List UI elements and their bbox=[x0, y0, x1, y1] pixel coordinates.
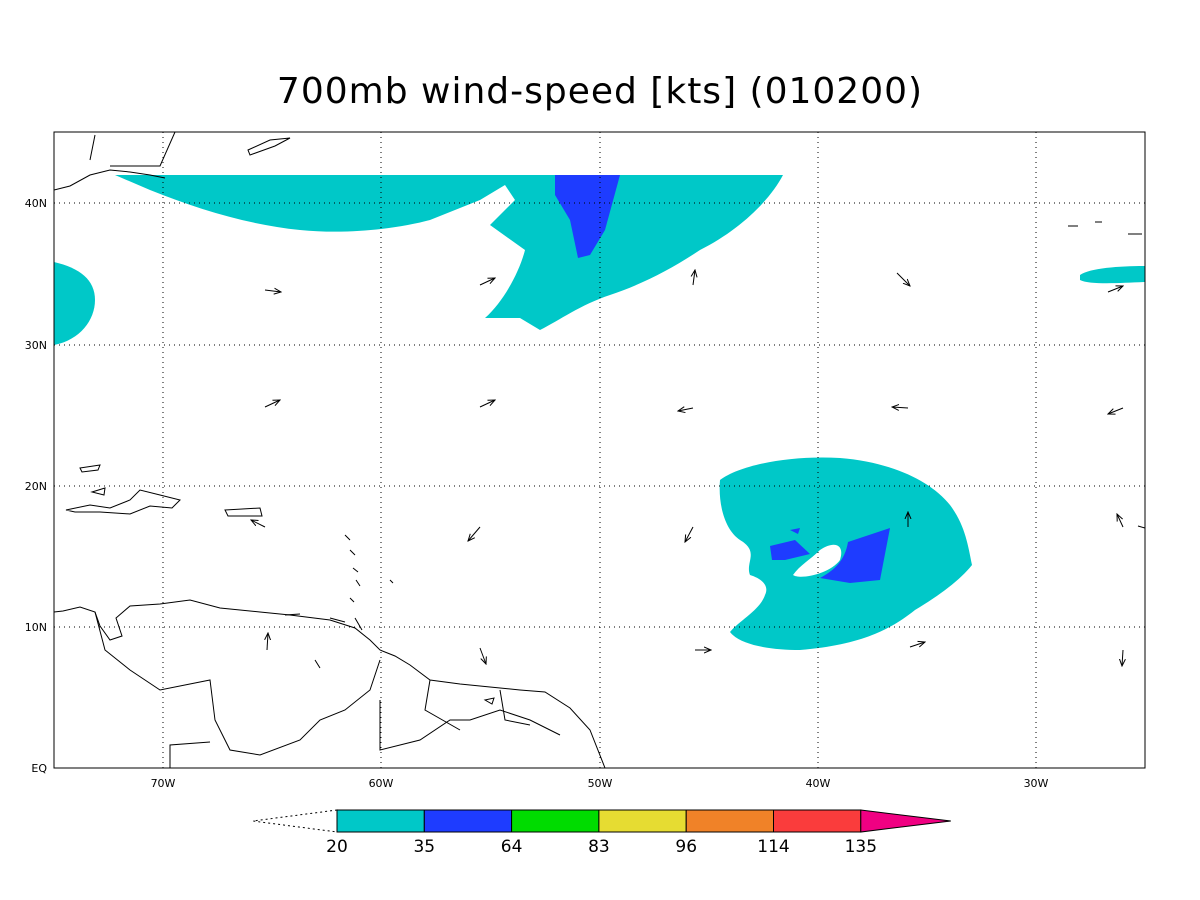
colorbar: 20 35 64 83 96 114 135 bbox=[252, 809, 951, 857]
island bbox=[65, 464, 263, 517]
wind-arrow bbox=[479, 647, 486, 664]
wind-arrow bbox=[267, 633, 268, 651]
x-tick-label: 60W bbox=[369, 777, 394, 790]
y-tick-label: 40N bbox=[25, 197, 47, 210]
coastlines bbox=[54, 132, 1145, 768]
colorbar-box bbox=[773, 809, 862, 833]
colorbar-box bbox=[598, 809, 687, 833]
colorbar-box bbox=[423, 809, 513, 833]
contour-35-64 bbox=[555, 175, 620, 258]
border bbox=[94, 611, 561, 768]
grid bbox=[54, 132, 1145, 768]
map-frame bbox=[53, 131, 1146, 769]
contour-20-35 bbox=[54, 262, 95, 345]
colorbar-box bbox=[685, 809, 775, 833]
colorbar-label: 35 bbox=[413, 837, 435, 857]
x-tick-label: 50W bbox=[588, 777, 613, 790]
contour-35-64 bbox=[820, 528, 890, 583]
colorbar-label: 135 bbox=[845, 837, 877, 857]
wind-arrow bbox=[251, 520, 266, 528]
wind-arrow bbox=[1122, 649, 1123, 666]
wind-arrow bbox=[1107, 286, 1123, 293]
y-tick-label: EQ bbox=[31, 762, 47, 775]
colorbar-box bbox=[511, 809, 600, 833]
colorbar-label: 96 bbox=[675, 837, 697, 857]
contour-20-35 bbox=[1080, 266, 1145, 284]
wind-arrow bbox=[693, 270, 695, 286]
y-tick-label: 20N bbox=[25, 480, 47, 493]
colorbar-label: 83 bbox=[588, 837, 610, 857]
wind-arrow bbox=[685, 526, 694, 542]
y-tick-label: 10N bbox=[25, 621, 47, 634]
x-tick-label: 30W bbox=[1024, 777, 1049, 790]
wind-arrow bbox=[909, 642, 925, 648]
wind-arrow bbox=[479, 400, 495, 408]
island bbox=[284, 221, 1145, 705]
contour-hole bbox=[793, 544, 842, 577]
map-title: 700mb wind-speed [kts] (010200) bbox=[277, 71, 923, 112]
x-tick-label: 70W bbox=[151, 777, 176, 790]
colorbar-label: 20 bbox=[326, 837, 348, 857]
wind-arrow bbox=[264, 400, 280, 408]
wind-arrow bbox=[264, 290, 281, 292]
colorbar-label: 114 bbox=[757, 837, 789, 857]
colorbar-box bbox=[336, 809, 425, 833]
wind-arrow bbox=[892, 407, 909, 408]
wind-arrow bbox=[896, 272, 910, 286]
wind-arrow bbox=[678, 408, 694, 411]
contour-35-64 bbox=[770, 528, 810, 560]
wind-arrow bbox=[468, 526, 481, 541]
wind-vectors bbox=[251, 270, 1123, 666]
coastline bbox=[54, 599, 606, 768]
x-tick-label: 40W bbox=[806, 777, 831, 790]
contour-20-35 bbox=[115, 175, 783, 330]
wind-arrow bbox=[479, 278, 495, 286]
y-tick-label: 30N bbox=[25, 339, 47, 352]
colorbar-high bbox=[860, 809, 951, 833]
coastline bbox=[54, 132, 291, 191]
axis-labels: 70W 60W 50W 40W 30W EQ 10N 20N 30N 40N bbox=[25, 197, 1049, 790]
wind-arrow bbox=[1108, 407, 1124, 414]
wind-field bbox=[54, 175, 1145, 650]
wind-arrow bbox=[1117, 514, 1124, 528]
colorbar-label: 64 bbox=[501, 837, 523, 857]
